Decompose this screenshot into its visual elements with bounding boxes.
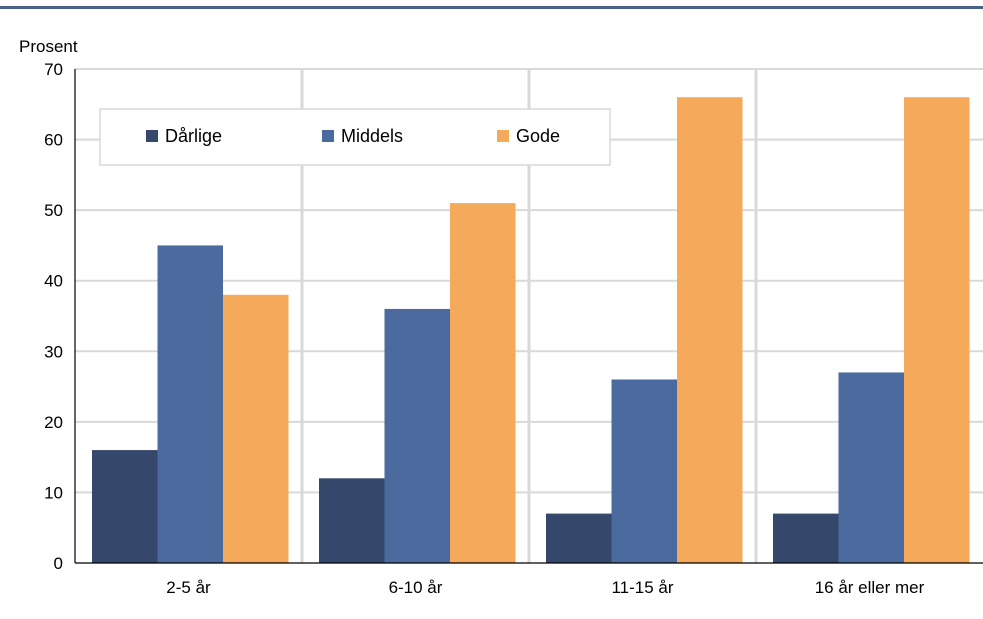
bar <box>677 97 743 563</box>
y-tick-label: 10 <box>44 483 63 502</box>
y-tick-label: 40 <box>44 272 63 291</box>
x-tick-label: 2-5 år <box>166 578 211 597</box>
bar <box>223 294 289 563</box>
bar <box>611 379 677 563</box>
bar <box>450 203 516 564</box>
bar <box>319 478 385 563</box>
legend-label: Dårlige <box>165 126 222 146</box>
legend-box <box>99 108 611 166</box>
legend-swatch <box>497 130 509 142</box>
bar <box>773 513 839 563</box>
y-tick-label: 60 <box>44 131 63 150</box>
legend-swatch <box>322 130 334 142</box>
legend-label: Middels <box>341 126 403 146</box>
bar <box>904 97 970 563</box>
x-tick-label: 11-15 år <box>611 578 673 597</box>
legend: Dårlige Middels Gode <box>99 108 611 166</box>
legend-swatch <box>146 130 158 142</box>
x-tick-label: 16 år eller mer <box>815 578 925 597</box>
bar <box>384 308 450 563</box>
y-tick-label: 0 <box>54 554 63 573</box>
top-rule <box>0 6 983 9</box>
axes: 0 10 20 30 40 50 60 70 2-5 år 6-10 år 11-15 år 16 å… <box>44 60 983 597</box>
y-tick-label: 70 <box>44 60 63 79</box>
y-tick-label: 50 <box>44 201 63 220</box>
bar <box>157 245 223 563</box>
legend-label: Gode <box>516 126 560 146</box>
y-tick-label: 20 <box>44 413 63 432</box>
x-tick-label: 6-10 år <box>389 578 443 597</box>
bar <box>546 513 612 563</box>
bars <box>92 97 970 564</box>
bar <box>92 450 158 563</box>
y-tick-label: 30 <box>44 342 63 361</box>
y-axis-label: Prosent <box>19 37 78 56</box>
bar <box>838 372 904 563</box>
